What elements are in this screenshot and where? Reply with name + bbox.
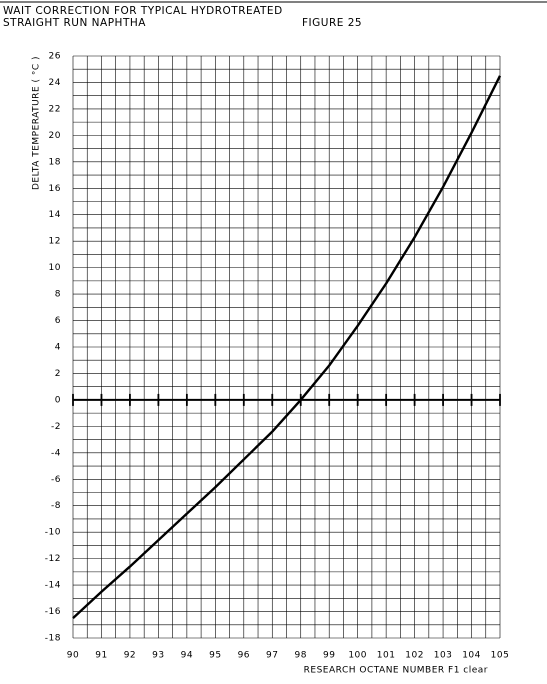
y-tick-label: 0 [55,395,61,405]
y-tick-label: -6 [51,475,61,485]
x-tick-label: 100 [348,651,367,661]
figure-label: FIGURE 25 [302,17,362,29]
y-tick-label: -14 [45,581,61,591]
x-tick-label: 97 [266,651,278,661]
y-tick-label: 20 [49,131,61,141]
x-tick-label: 101 [377,651,396,661]
y-tick-label: 18 [49,157,61,167]
chart-subtitle: STRAIGHT RUN NAPHTHA [3,17,146,29]
y-tick-label: 12 [49,237,61,247]
x-tick-label: 105 [491,651,510,661]
y-tick-label: -18 [45,634,61,644]
y-tick-label: 6 [55,316,61,326]
x-tick-label: 103 [434,651,453,661]
x-tick-label: 102 [405,651,424,661]
y-tick-label: 24 [49,78,61,88]
y-tick-label: -8 [51,501,61,511]
x-tick-label: 93 [152,651,164,661]
x-tick-label: 95 [209,651,221,661]
y-tick-label: 14 [49,210,61,220]
y-axis-label: DELTA TEMPERATURE ( °C ) [32,56,42,190]
y-tick-label: 2 [55,369,61,379]
x-tick-label: 94 [181,651,193,661]
y-tick-label: -2 [51,422,61,432]
y-tick-label: -4 [51,448,61,458]
y-tick-label: 16 [49,184,61,194]
y-tick-label: 4 [55,343,61,353]
y-tick-label: -12 [45,554,61,564]
x-tick-label: 91 [95,651,107,661]
data-line [72,75,502,620]
y-tick-label: 10 [49,263,61,273]
chart-title: WAIT CORRECTION FOR TYPICAL HYDROTREATED [3,5,283,17]
x-tick-label: 92 [124,651,136,661]
y-tick-label: 22 [49,104,61,114]
x-axis-label: RESEARCH OCTANE NUMBER F1 clear [304,666,488,676]
x-tick-label: 99 [323,651,335,661]
y-tick-label: 8 [55,290,61,300]
x-tick-label: 98 [295,651,307,661]
x-tick-label: 104 [462,651,481,661]
y-tick-label: -10 [45,528,61,538]
x-tick-label: 96 [238,651,250,661]
y-tick-label: -16 [45,607,61,617]
y-tick-label: 26 [49,52,61,62]
x-tick-label: 90 [67,651,79,661]
